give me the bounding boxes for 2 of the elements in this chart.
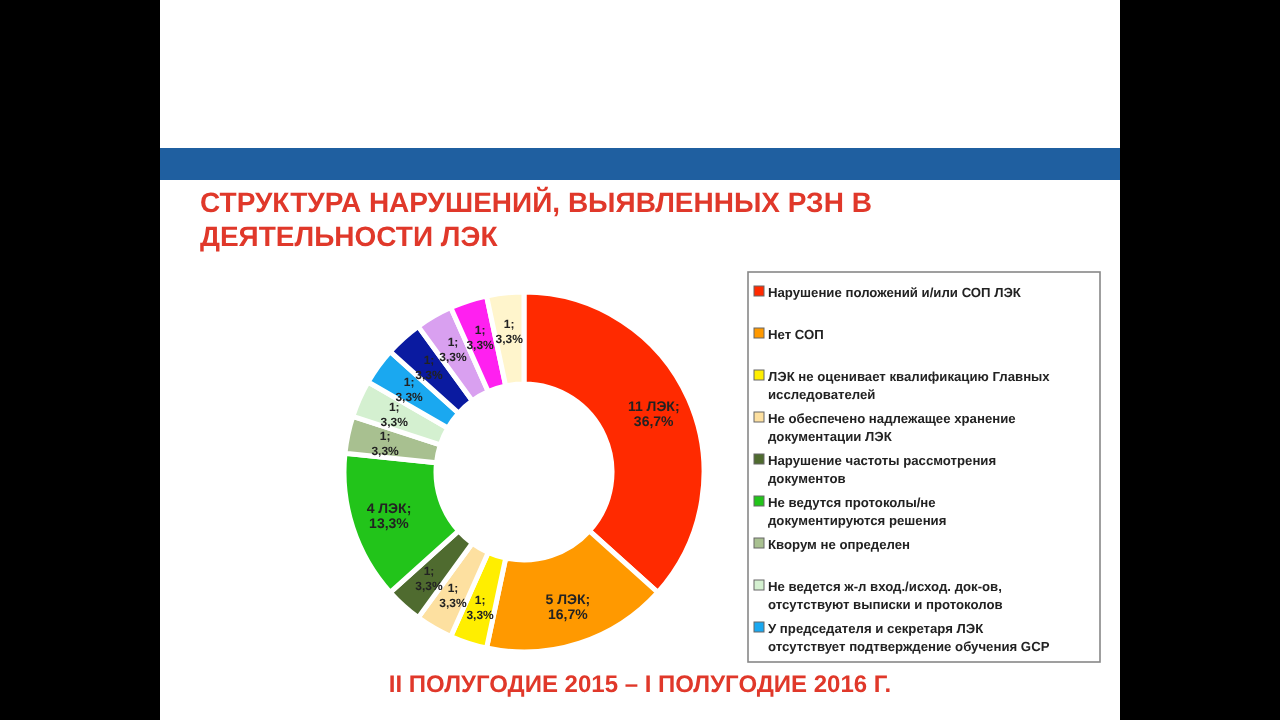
chart-title: СТРУКТУРА НАРУШЕНИЙ, ВЫЯВЛЕННЫХ РЗН В ДЕЯТЕЛЬНОСТИ ЛЭК: [200, 186, 872, 252]
text: II ПОЛУГОДИЕ 2015 – I ПОЛУГОДИЕ 2016 Г.: [388, 670, 892, 698]
